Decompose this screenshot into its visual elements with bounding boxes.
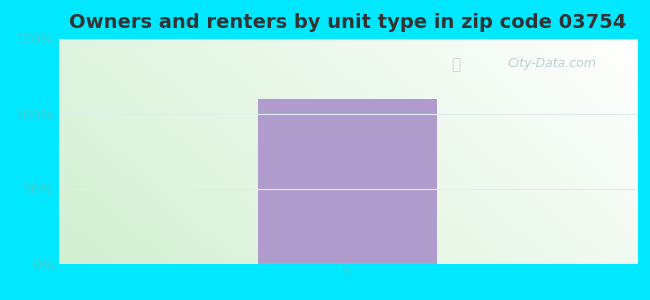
Text: City-Data.com: City-Data.com bbox=[508, 57, 597, 70]
Text: ⦿: ⦿ bbox=[452, 57, 461, 72]
Title: Owners and renters by unit type in zip code 03754: Owners and renters by unit type in zip c… bbox=[69, 13, 627, 32]
Bar bbox=[258, 99, 437, 264]
